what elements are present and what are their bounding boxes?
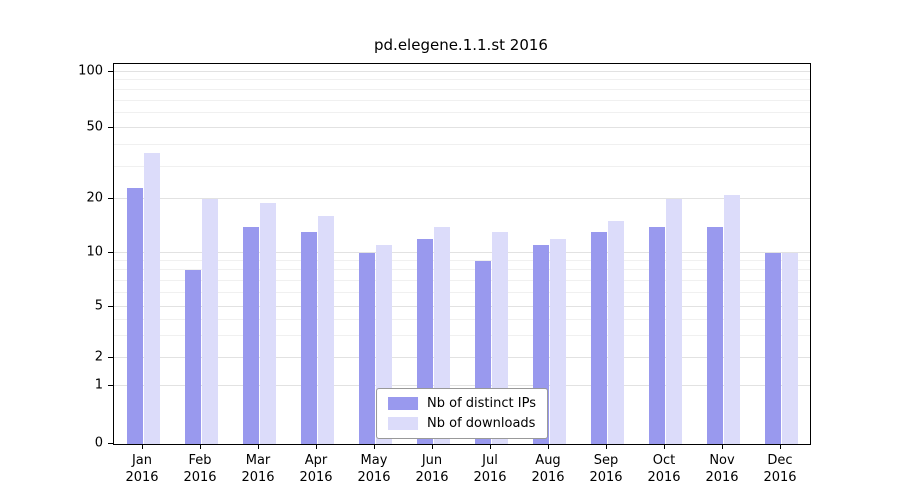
gridline (114, 269, 810, 271)
y-tick-mark (108, 126, 113, 128)
gridline (114, 279, 810, 281)
legend-item-distinct-ips: Nb of distinct IPs (388, 396, 536, 411)
gridline (114, 166, 810, 168)
x-tick-mark (548, 444, 549, 449)
x-tick-label: Sep 2016 (589, 453, 623, 485)
bar-downloads (259, 202, 276, 444)
chart-title: pd.elegene.1.1.st 2016 (374, 36, 548, 54)
x-tick-mark (664, 444, 665, 449)
bar-downloads (723, 195, 740, 444)
bar-downloads (607, 221, 624, 444)
gridline (114, 260, 810, 262)
x-tick-label: Feb 2016 (183, 453, 217, 485)
legend-label-downloads: Nb of downloads (427, 416, 536, 431)
x-tick-label: Dec 2016 (763, 453, 797, 485)
gridline (114, 291, 810, 293)
gridline (114, 357, 810, 359)
bar-distinct-ips (764, 252, 781, 444)
y-tick-mark (108, 357, 113, 359)
gridline (114, 79, 810, 81)
x-tick-mark (722, 444, 723, 449)
x-tick-label: Mar 2016 (241, 453, 275, 485)
x-tick-mark (606, 444, 607, 449)
bar-distinct-ips (706, 226, 723, 444)
x-tick-label: Jan 2016 (125, 453, 159, 485)
bar-downloads (665, 198, 682, 444)
x-tick-label: Oct 2016 (647, 453, 681, 485)
bar-downloads (317, 216, 334, 444)
y-tick-label: 1 (94, 377, 103, 393)
bar-distinct-ips (184, 270, 201, 444)
x-tick-mark (374, 444, 375, 449)
gridline (114, 384, 810, 386)
y-tick-mark (108, 70, 113, 72)
y-tick-label: 100 (78, 63, 103, 79)
legend-swatch-distinct-ips (388, 397, 419, 410)
x-tick-mark (142, 444, 143, 449)
bar-distinct-ips (358, 252, 375, 444)
y-tick-mark (108, 443, 113, 444)
y-tick-label: 50 (86, 119, 103, 135)
bar-downloads (781, 252, 798, 444)
x-tick-label: Aug 2016 (531, 453, 565, 485)
x-tick-label: Jun 2016 (415, 453, 449, 485)
bar-downloads (143, 153, 160, 444)
x-tick-mark (490, 444, 491, 449)
y-tick-mark (108, 306, 113, 308)
y-tick-mark (108, 251, 113, 253)
gridline (114, 99, 810, 101)
bar-distinct-ips (300, 232, 317, 444)
x-tick-mark (258, 444, 259, 449)
bar-downloads (549, 238, 566, 444)
x-tick-label: Jul 2016 (473, 453, 507, 485)
gridline (114, 197, 810, 199)
bar-distinct-ips (590, 232, 607, 444)
x-tick-mark (316, 444, 317, 449)
x-tick-mark (200, 444, 201, 449)
bar-distinct-ips (648, 226, 665, 444)
legend: Nb of distinct IPs Nb of downloads (376, 388, 548, 439)
gridline (114, 126, 810, 128)
gridline (114, 251, 810, 253)
bar-distinct-ips (242, 226, 259, 444)
y-tick-label: 2 (94, 349, 103, 365)
bar-distinct-ips (126, 188, 143, 444)
y-tick-label: 20 (86, 190, 103, 206)
gridline (114, 144, 810, 146)
gridline (114, 306, 810, 308)
y-tick-mark (108, 197, 113, 199)
legend-item-downloads: Nb of downloads (388, 416, 536, 431)
gridline (114, 112, 810, 114)
legend-swatch-downloads (388, 417, 419, 430)
gridline (114, 88, 810, 90)
y-tick-label: 10 (86, 244, 103, 260)
gridline (114, 334, 810, 336)
bar-downloads (201, 198, 218, 444)
gridline (114, 318, 810, 320)
y-tick-mark (108, 384, 113, 386)
x-tick-label: Nov 2016 (705, 453, 739, 485)
y-tick-label: 0 (94, 435, 103, 451)
x-tick-label: Apr 2016 (299, 453, 333, 485)
gridline (114, 70, 810, 72)
x-tick-label: May 2016 (357, 453, 391, 485)
y-tick-label: 5 (94, 298, 103, 314)
legend-label-distinct-ips: Nb of distinct IPs (427, 396, 536, 411)
plot-area: Nb of distinct IPs Nb of downloads (113, 63, 811, 445)
x-tick-mark (780, 444, 781, 449)
x-tick-mark (432, 444, 433, 449)
